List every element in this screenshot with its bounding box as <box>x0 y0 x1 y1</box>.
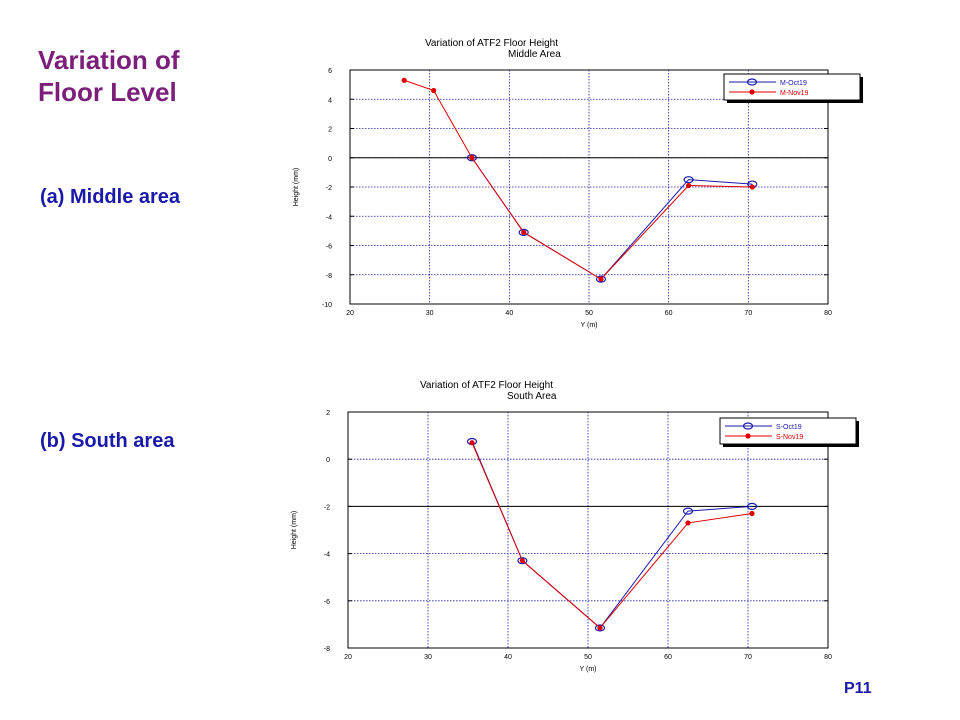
middle-point-filled <box>401 77 407 83</box>
middle-y-axis-label: Height (mm) <box>293 168 300 207</box>
middle-chart-title: Variation of ATF2 Floor Height <box>425 38 558 49</box>
south-x-tick-label: 50 <box>584 654 592 661</box>
middle-point-filled <box>598 276 604 282</box>
middle-x-tick-label: 50 <box>585 310 593 317</box>
middle-y-tick-label: 0 <box>328 156 332 163</box>
middle-y-tick-label: -2 <box>326 185 332 192</box>
south-point-open <box>517 557 528 565</box>
south-x-tick-label: 60 <box>664 654 672 661</box>
south-legend-marker <box>742 422 754 430</box>
south-point-filled <box>597 625 603 631</box>
south-point-open <box>682 507 694 515</box>
south-y-axis-label: Height (mm) <box>291 511 298 550</box>
slide-title-line1: Variation of <box>38 45 180 75</box>
south-point-filled <box>519 558 526 564</box>
south-series-line <box>471 441 753 629</box>
south-y-tick-label: -8 <box>324 646 330 653</box>
middle-x-tick-label: 40 <box>505 310 513 317</box>
south-x-tick-label: 80 <box>824 654 832 661</box>
south-x-tick-label: 20 <box>344 654 352 661</box>
middle-point-open <box>595 275 607 283</box>
middle-y-tick-label: -10 <box>322 302 332 309</box>
middle-legend-label: M-Nov19 <box>780 90 809 97</box>
middle-point-open <box>466 154 477 162</box>
south-point-open <box>746 502 758 510</box>
middle-point-filled <box>431 87 437 94</box>
middle-point-open <box>683 176 694 184</box>
south-point-filled <box>685 520 691 526</box>
middle-y-tick-label: 6 <box>328 68 332 75</box>
middle-legend-marker <box>746 78 758 86</box>
south-legend-marker <box>745 433 751 439</box>
middle-x-axis-label: Y (m) <box>581 322 598 329</box>
middle-x-tick-label: 30 <box>426 310 434 317</box>
middle-y-tick-label: -6 <box>326 244 332 251</box>
south-legend-label: S-Oct19 <box>776 424 802 431</box>
south-y-tick-label: 2 <box>326 410 330 417</box>
south-x-axis-label: Y (m) <box>580 666 597 673</box>
middle-point-open <box>518 228 529 236</box>
middle-point-filled <box>749 184 755 190</box>
south-y-tick-label: -4 <box>324 552 330 559</box>
south-chart-subtitle: South Area <box>507 391 557 402</box>
middle-legend-label: M-Oct19 <box>780 80 807 87</box>
middle-point-filled <box>469 155 475 161</box>
slide-title-line2: Floor Level <box>38 77 177 107</box>
south-legend-label: S-Nov19 <box>776 434 803 441</box>
south-y-tick-label: -6 <box>324 599 330 606</box>
south-point-filled <box>469 440 475 446</box>
south-point-filled <box>749 510 755 517</box>
south-point-open <box>594 624 606 632</box>
subtitle-south-area: (b) South area <box>40 430 175 452</box>
south-y-tick-label: 0 <box>326 457 330 464</box>
south-x-tick-label: 40 <box>504 654 512 661</box>
south-legend-box <box>719 417 857 445</box>
middle-x-tick-label: 20 <box>346 310 354 317</box>
subtitle-middle-area: (a) Middle area <box>40 186 181 208</box>
south-x-tick-label: 30 <box>424 654 432 661</box>
middle-chart-subtitle: Middle Area <box>508 49 561 60</box>
middle-y-tick-label: 4 <box>328 97 332 104</box>
middle-y-tick-label: -4 <box>326 214 332 221</box>
middle-point-filled <box>685 182 692 189</box>
south-chart-title: Variation of ATF2 Floor Height <box>420 380 553 391</box>
middle-x-tick-label: 70 <box>744 310 752 317</box>
middle-y-tick-label: 2 <box>328 127 332 134</box>
middle-x-tick-label: 60 <box>665 310 673 317</box>
south-y-tick-label: -2 <box>324 504 330 511</box>
slide-title: Variation of Floor Level <box>38 44 180 108</box>
page-number: P11 <box>844 680 872 697</box>
middle-y-tick-label: -8 <box>326 273 332 280</box>
south-series-line <box>471 442 753 629</box>
middle-x-tick-label: 80 <box>824 310 832 317</box>
middle-legend-box <box>723 73 861 101</box>
middle-legend-marker <box>749 89 755 95</box>
south-x-tick-label: 70 <box>744 654 752 661</box>
middle-point-filled <box>521 229 527 235</box>
